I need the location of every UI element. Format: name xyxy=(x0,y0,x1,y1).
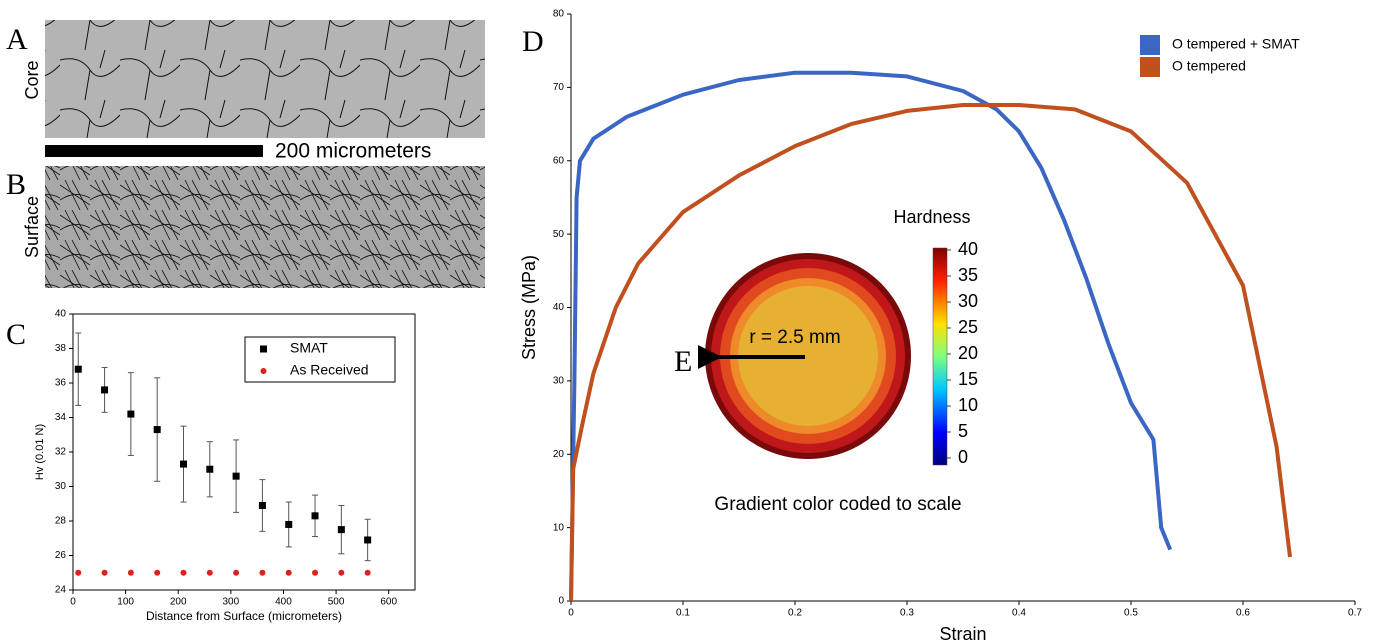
x-tick-label: 200 xyxy=(170,597,187,608)
panel-letter: C xyxy=(6,318,26,351)
colorbar-tick-label: 20 xyxy=(958,343,978,363)
point xyxy=(101,386,108,393)
micrograph-label: Surface xyxy=(22,196,42,258)
micrograph-label: Core xyxy=(22,60,42,99)
y-tick-label: 40 xyxy=(55,309,67,320)
x-tick-label: 0.1 xyxy=(676,608,690,619)
point xyxy=(180,570,186,576)
point xyxy=(206,466,213,473)
point xyxy=(365,570,371,576)
colorbar-tick-label: 30 xyxy=(958,291,978,311)
x-tick-label: 100 xyxy=(117,597,134,608)
y-tick-label: 36 xyxy=(55,378,67,389)
figure: 200 micrometers Core Surface A B C D E 0… xyxy=(0,0,1378,643)
point xyxy=(154,570,160,576)
colorbar-tick-label: 40 xyxy=(958,239,978,259)
y-tick-label: 40 xyxy=(553,302,565,313)
y-tick-label: 10 xyxy=(553,522,565,533)
y-tick-label: 60 xyxy=(553,155,565,166)
x-tick-label: 0.5 xyxy=(1124,608,1138,619)
point xyxy=(154,426,161,433)
y-tick-label: 80 xyxy=(553,9,565,20)
y-tick-label: 30 xyxy=(553,376,565,387)
legend-label: As Received xyxy=(290,362,369,378)
point xyxy=(75,366,82,373)
y-tick-label: 20 xyxy=(553,449,565,460)
annotation: r = 2.5 mm xyxy=(749,327,840,348)
x-tick-label: 600 xyxy=(380,597,397,608)
x-tick-label: 400 xyxy=(275,597,292,608)
legend-marker xyxy=(260,346,267,353)
legend-marker xyxy=(261,368,267,374)
point xyxy=(312,512,319,519)
y-tick-label: 26 xyxy=(55,550,67,561)
x-tick-label: 0 xyxy=(568,608,574,619)
y-tick-label: 50 xyxy=(553,229,565,240)
x-tick-label: 0.7 xyxy=(1348,608,1362,619)
colorbar-tick-label: 5 xyxy=(958,421,968,441)
y-tick-label: 0 xyxy=(558,596,564,607)
point xyxy=(286,570,292,576)
point xyxy=(259,502,266,509)
annotation: Gradient color coded to scale xyxy=(714,494,961,515)
point xyxy=(259,570,265,576)
colorbar-tick-label: 0 xyxy=(958,447,968,467)
legend-label: O tempered + SMAT xyxy=(1172,36,1300,52)
point xyxy=(233,473,240,480)
colorbar-tick-label: 15 xyxy=(958,369,978,389)
x-tick-label: 0.2 xyxy=(788,608,802,619)
x-tick-label: 0 xyxy=(70,597,76,608)
point xyxy=(364,536,371,543)
x-axis-label: Strain xyxy=(939,624,986,643)
panel-letter: B xyxy=(6,168,26,201)
point xyxy=(285,521,292,528)
x-tick-label: 0.3 xyxy=(900,608,914,619)
colorbar-tick-label: 10 xyxy=(958,395,978,415)
x-tick-label: 300 xyxy=(223,597,240,608)
point xyxy=(233,570,239,576)
y-tick-label: 70 xyxy=(553,82,565,93)
colorbar-tick-label: 25 xyxy=(958,317,978,337)
point xyxy=(127,411,134,418)
point xyxy=(338,570,344,576)
colorbar-tick-label: 35 xyxy=(958,265,978,285)
legend-label: O tempered xyxy=(1172,58,1246,74)
x-tick-label: 500 xyxy=(328,597,345,608)
panel-letter: A xyxy=(6,23,28,56)
y-tick-label: 34 xyxy=(55,412,67,423)
y-tick-label: 32 xyxy=(55,447,67,458)
point xyxy=(180,461,187,468)
x-tick-label: 0.4 xyxy=(1012,608,1026,619)
scale-bar-label: 200 micrometers xyxy=(275,140,431,163)
panel-letter: D xyxy=(522,25,544,58)
x-axis-label: Distance from Surface (micrometers) xyxy=(146,609,342,623)
point xyxy=(338,526,345,533)
y-axis-label: Hv (0.01 N) xyxy=(34,424,46,480)
micrograph-surface xyxy=(45,166,485,288)
legend-marker xyxy=(1140,35,1160,55)
point xyxy=(207,570,213,576)
micrograph-core xyxy=(45,20,485,138)
y-tick-label: 30 xyxy=(55,481,67,492)
legend-marker xyxy=(1140,57,1160,77)
colorbar xyxy=(933,248,947,465)
y-tick-label: 28 xyxy=(55,516,67,527)
y-axis-label: Stress (MPa) xyxy=(519,255,539,360)
legend-label: SMAT xyxy=(290,340,328,356)
point xyxy=(75,570,81,576)
x-tick-label: 0.6 xyxy=(1236,608,1250,619)
y-tick-label: 38 xyxy=(55,343,67,354)
panel-letter: E xyxy=(674,345,692,378)
colorbar-title: Hardness xyxy=(893,207,970,227)
point xyxy=(312,570,318,576)
y-tick-label: 24 xyxy=(55,585,67,596)
scale-bar xyxy=(45,145,263,157)
point xyxy=(128,570,134,576)
point xyxy=(102,570,108,576)
